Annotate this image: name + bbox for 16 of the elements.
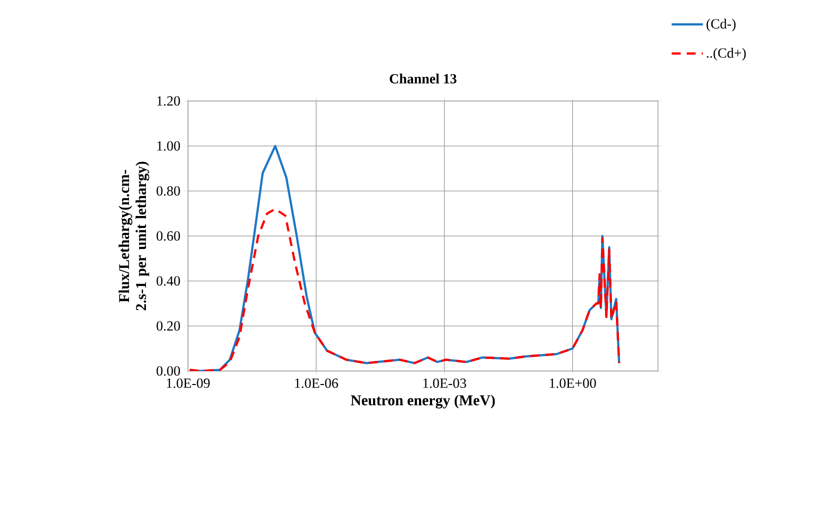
chart-title: Channel 13 [390, 74, 456, 84]
y-axis-title: Flux/Lethargy(n.cm-2.s-1 per unit lethargy) [118, 162, 150, 310]
legend-label: (Cd-) [706, 18, 736, 32]
x-tick-label: 1.0E-06 [295, 378, 338, 388]
x-tick-label: 1.0E+00 [550, 378, 596, 388]
x-tick-label: 1.0E-09 [166, 378, 210, 388]
legend-label: ..(Cd+) [706, 48, 746, 61]
y-tick-label: 0.40 [156, 276, 180, 286]
y-tick-label: 1.00 [157, 141, 180, 151]
y-tick-label: 1.20 [157, 96, 180, 106]
x-tick-label: 1.0E-03 [423, 378, 466, 388]
y-tick-label: 0.80 [156, 186, 180, 196]
y-tick-label: 0.20 [156, 321, 180, 331]
y-tick-label: 0.60 [156, 231, 180, 241]
x-axis-title: Neutron energy (MeV) [350, 394, 495, 408]
y-tick-label: 0.00 [156, 366, 180, 376]
